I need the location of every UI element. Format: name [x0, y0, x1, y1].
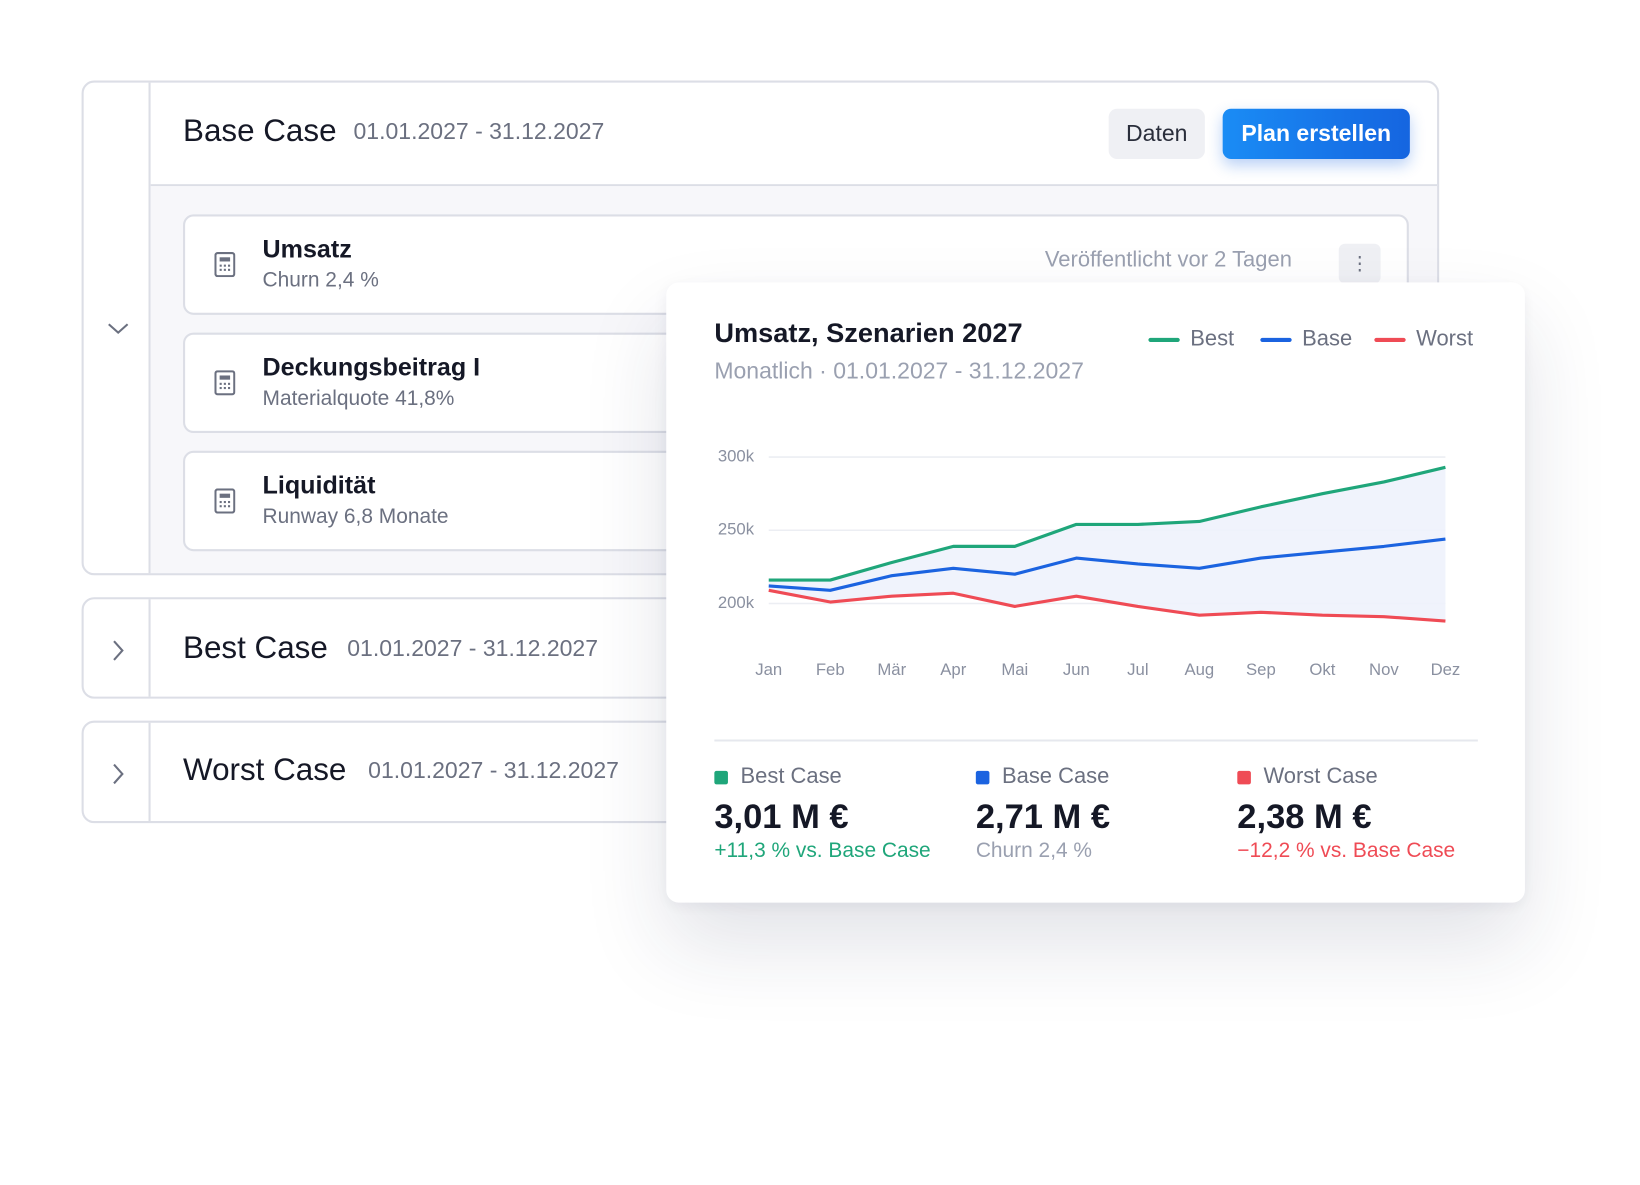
scenario-title: Best Case	[183, 630, 328, 666]
summary-label: Worst Case	[1263, 763, 1377, 788]
scenario-title: Worst Case	[183, 753, 347, 788]
y-tick-label: 200k	[718, 593, 755, 612]
summary-note: +11,3 % vs. Base Case	[714, 839, 930, 862]
x-tick-label: Dez	[1431, 660, 1461, 679]
scenario-title: Base Case	[183, 114, 337, 149]
legend-label: Best	[1190, 326, 1234, 351]
chevron-right	[113, 640, 124, 661]
summary-swatch	[975, 770, 990, 785]
x-tick-label: Jun	[1063, 660, 1090, 679]
summary-value: 2,38 M €	[1237, 798, 1371, 836]
summary-label: Best Case	[740, 763, 841, 788]
chart-layer: Umsatz, Szenarien 2027 Monatlich · 01.01…	[714, 317, 1478, 862]
scenario-period: 01.01.2027 - 31.12.2027	[368, 757, 619, 784]
summary-swatch	[1237, 770, 1251, 785]
x-tick-label: Apr	[940, 660, 966, 679]
item-title: Umsatz	[262, 235, 352, 264]
series-line	[768, 588, 1446, 623]
menu-button[interactable]: ⋮	[1338, 243, 1381, 284]
divider	[148, 82, 151, 574]
x-tick-label: Mai	[1001, 660, 1028, 679]
summary-label: Base Case	[1002, 763, 1109, 788]
chart-title: Umsatz, Szenarien 2027	[714, 317, 1022, 348]
divider	[148, 599, 151, 697]
scenario-period: 01.01.2027 - 31.12.2027	[353, 118, 605, 145]
x-tick-label: Nov	[1369, 660, 1399, 679]
x-tick-label: Aug	[1184, 660, 1214, 679]
calculator-icon	[214, 252, 236, 278]
y-tick-label: 250k	[718, 520, 755, 539]
y-tick-label: 300k	[718, 446, 755, 465]
chart-card: Umsatz, Szenarien 2027 Monatlich · 01.01…	[666, 282, 1525, 903]
status: Veröffentlicht vor 2 Tagen	[1044, 247, 1292, 272]
legend-label: Base	[1302, 326, 1352, 351]
x-tick-label: Sep	[1246, 660, 1276, 679]
legend-label: Worst	[1416, 326, 1473, 351]
summary-note: −12,2 % vs. Base Case	[1237, 839, 1455, 862]
series-line	[768, 465, 1446, 582]
item-subtitle: Runway 6,8 Monate	[262, 505, 449, 529]
scenario-period: 01.01.2027 - 31.12.2027	[347, 634, 599, 662]
chevron-down[interactable]	[107, 321, 130, 336]
x-tick-label: Jul	[1127, 660, 1148, 679]
chart: Umsatz, Szenarien 2027 Monatlich · 01.01…	[714, 317, 1478, 862]
summary-value: 2,71 M €	[976, 798, 1110, 836]
x-tick-label: Okt	[1309, 660, 1335, 679]
calculator-icon	[214, 488, 236, 514]
item-title: Deckungsbeitrag I	[262, 353, 481, 382]
series-line	[768, 537, 1446, 592]
divider	[148, 722, 151, 822]
chevron-right	[113, 763, 124, 785]
create-plan-button[interactable]: Plan erstellen	[1222, 108, 1410, 159]
item-title: Liquidität	[262, 471, 376, 500]
item-subtitle: Materialquote 41,8%	[262, 386, 455, 410]
chart-subtitle: Monatlich · 01.01.2027 - 31.12.2027	[714, 357, 1084, 383]
summary-note: Churn 2,4 %	[976, 839, 1092, 862]
x-tick-label: Jan	[755, 660, 782, 679]
calculator-icon	[214, 370, 236, 396]
summary-swatch	[714, 770, 728, 785]
x-tick-label: Mär	[877, 660, 906, 679]
data-button[interactable]: Daten	[1108, 108, 1205, 159]
summary-value: 3,01 M €	[714, 798, 848, 836]
range-band	[768, 467, 1446, 622]
item-subtitle: Churn 2,4 %	[262, 268, 379, 292]
x-tick-label: Feb	[816, 660, 845, 679]
